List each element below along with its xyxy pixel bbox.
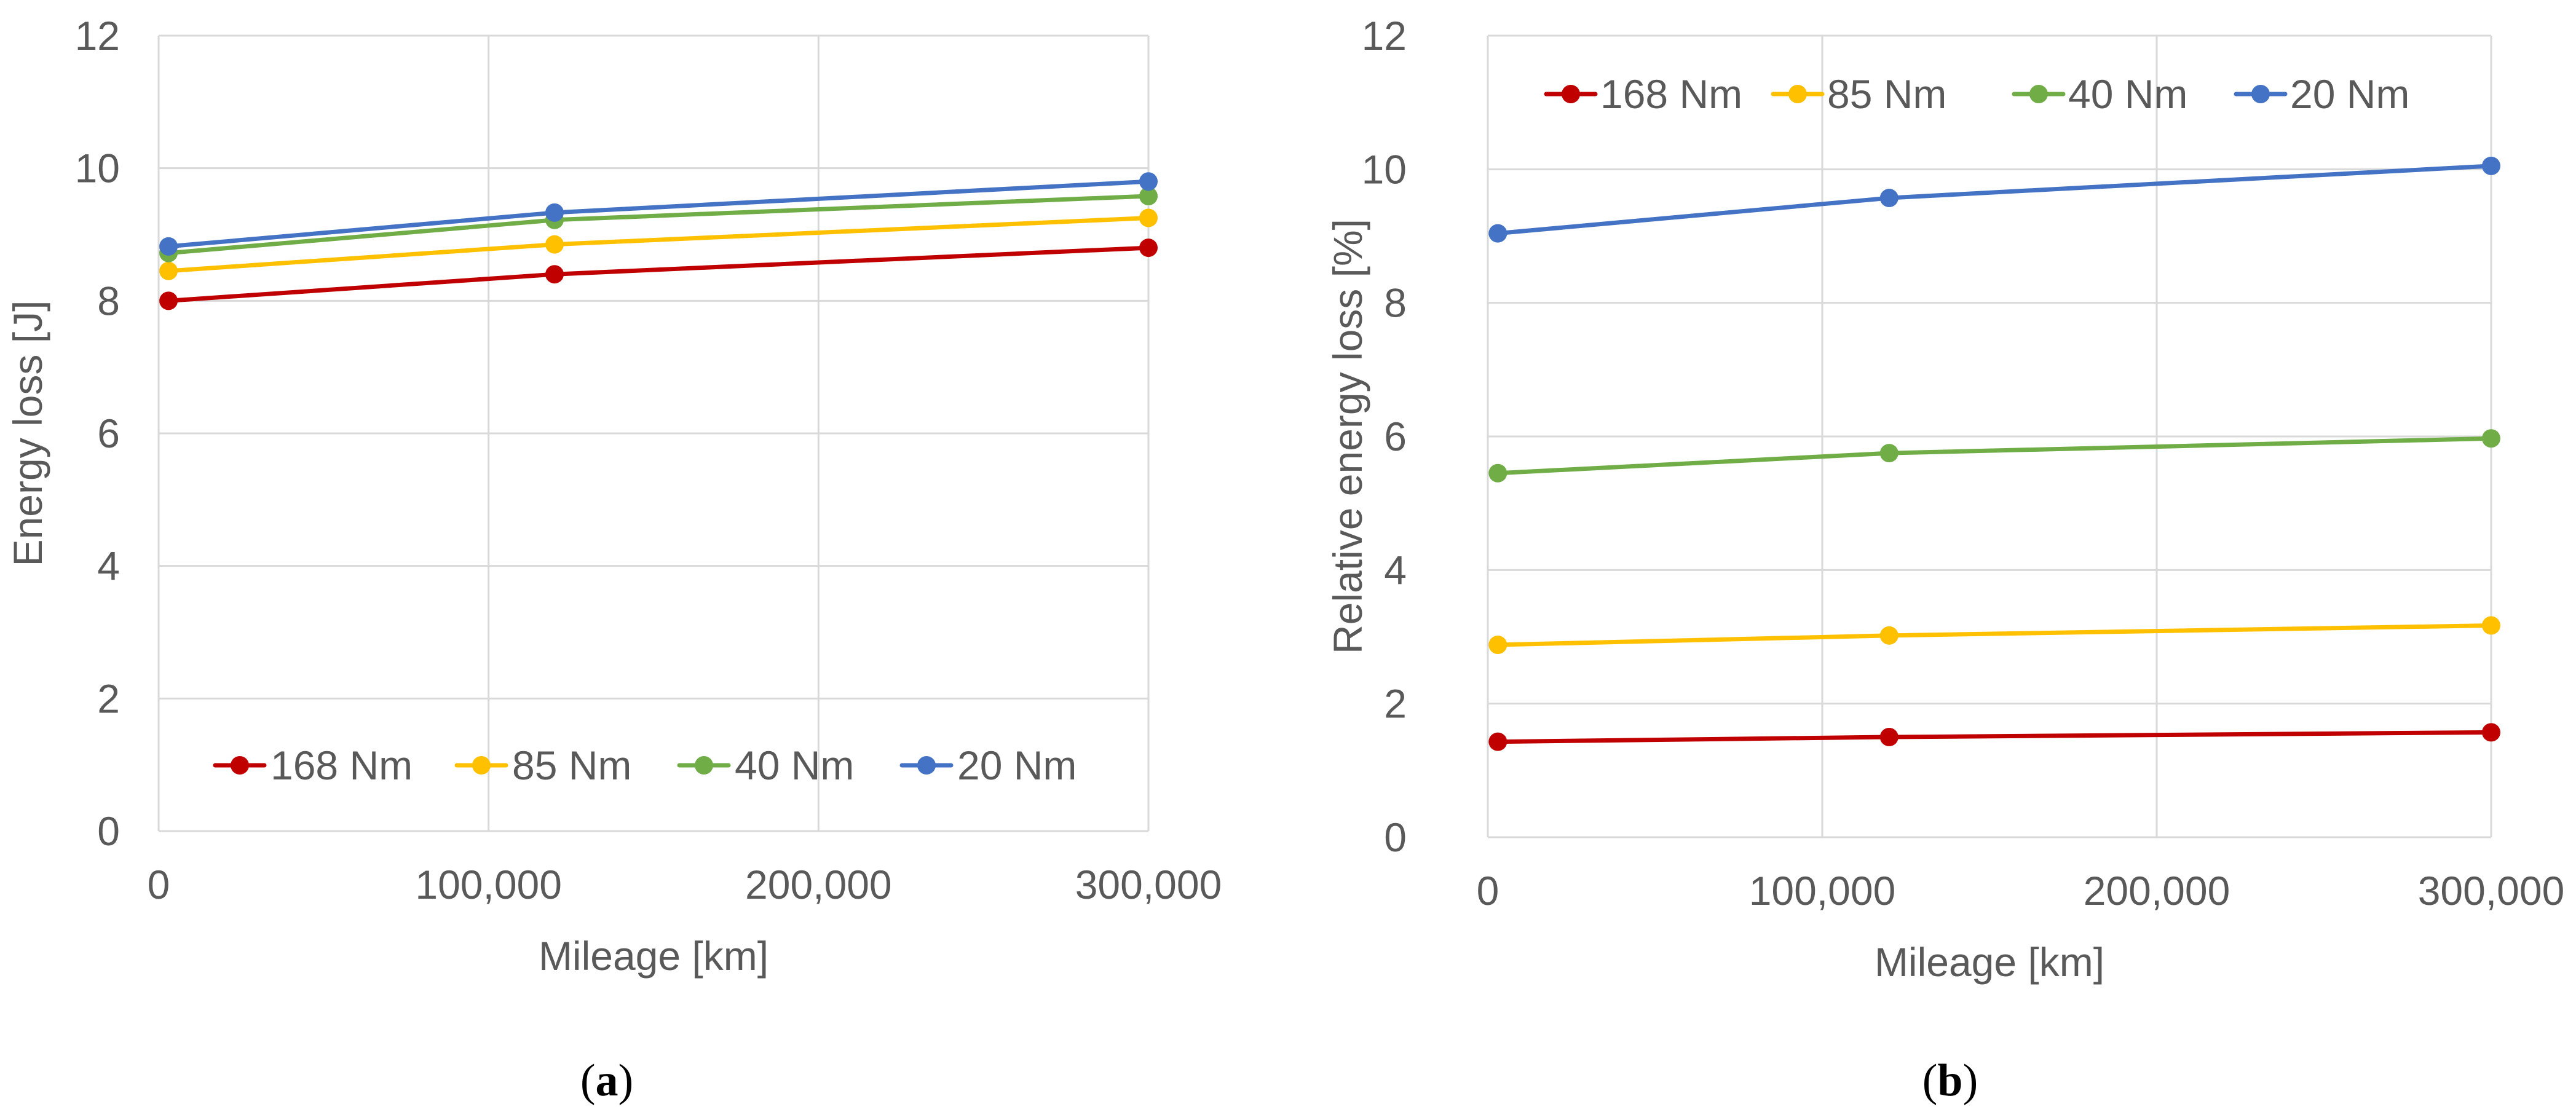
series-20-nm	[1488, 156, 2500, 243]
data-point-20-nm	[1488, 224, 1507, 243]
legend-label: 85 Nm	[512, 743, 631, 788]
y-axis-title: Energy loss [J]	[5, 301, 50, 567]
legend-label: 40 Nm	[735, 743, 854, 788]
chart-panel-b: 0 2 4 6 8 10 12 0 100,000 200,000 300,000 Mileage […	[1325, 13, 2564, 1106]
legend-item-20-nm: 20 Nm	[2234, 71, 2409, 117]
legend-item-85-nm: 85 Nm	[454, 743, 631, 788]
legend-item-168-nm: 168 Nm	[213, 743, 413, 788]
legend-item-85-nm: 85 Nm	[1771, 71, 1946, 117]
y-tick-label: 10	[75, 146, 120, 191]
legend-marker	[472, 756, 491, 775]
y-tick-label: 8	[1384, 280, 1407, 326]
data-point-20-nm	[545, 203, 564, 222]
y-tick-label: 2	[1384, 681, 1407, 727]
y-tick-label: 8	[97, 278, 120, 323]
series-40-nm	[1488, 429, 2500, 483]
legend-item-168-nm: 168 Nm	[1544, 71, 1742, 117]
data-point-40-nm	[1139, 186, 1158, 205]
data-point-20-nm	[159, 237, 178, 256]
x-tick-label: 200,000	[2084, 868, 2230, 913]
x-tick-label: 0	[1477, 868, 1499, 913]
data-point-168-nm	[1139, 239, 1158, 258]
legend-item-20-nm: 20 Nm	[899, 743, 1077, 788]
panel-label: (a)	[580, 1055, 633, 1106]
series-20-nm	[159, 172, 1158, 256]
x-axis-title: Mileage [km]	[539, 933, 768, 979]
data-point-20-nm	[1139, 172, 1158, 191]
data-point-40-nm	[1879, 444, 1898, 463]
data-point-20-nm	[1879, 189, 1898, 208]
panel-label-open-paren: (	[1922, 1055, 1938, 1106]
x-tick-label: 200,000	[745, 862, 892, 907]
data-point-40-nm	[2482, 429, 2500, 448]
y-tick-label: 4	[1384, 547, 1407, 593]
x-tick-label: 300,000	[1075, 862, 1222, 907]
panel-label-close-paren: )	[1963, 1055, 1978, 1106]
tick-labels: 0 2 4 6 8 10 12 0 100,000 200,000 300,000	[75, 13, 1222, 907]
legend-label: 40 Nm	[2068, 71, 2187, 117]
x-tick-label: 300,000	[2418, 868, 2565, 913]
gridlines	[157, 34, 1150, 832]
legend-label: 85 Nm	[1827, 71, 1946, 117]
y-tick-label: 12	[75, 13, 120, 58]
data-point-168-nm	[545, 265, 564, 284]
series-85-nm	[159, 208, 1158, 280]
data-point-85-nm	[1139, 208, 1158, 227]
tick-labels: 0 2 4 6 8 10 12 0 100,000 200,000 300,000	[1362, 13, 2565, 913]
y-axis-title: Relative energy loss [%]	[1325, 219, 1370, 654]
legend-item-40-nm: 40 Nm	[677, 743, 854, 788]
y-tick-label: 2	[97, 676, 120, 721]
data-point-85-nm	[1488, 636, 1507, 655]
legend: 168 Nm 85 Nm 40 Nm 20 Nm	[213, 743, 1077, 788]
legend-label: 20 Nm	[957, 743, 1077, 788]
data-point-168-nm	[1879, 728, 1898, 746]
panel-label-open-paren: (	[580, 1055, 596, 1106]
data-point-168-nm	[1488, 732, 1507, 751]
data-point-85-nm	[159, 261, 178, 280]
legend-label: 168 Nm	[1600, 71, 1742, 117]
data-point-85-nm	[2482, 616, 2500, 635]
x-tick-label: 100,000	[1749, 868, 1896, 913]
panel-label-close-paren: )	[618, 1055, 634, 1106]
x-tick-label: 0	[148, 862, 170, 907]
series-168-nm	[159, 239, 1158, 310]
legend-marker	[917, 756, 936, 775]
legend-item-40-nm: 40 Nm	[2012, 71, 2187, 117]
legend-marker	[1788, 85, 1807, 103]
y-tick-label: 10	[1362, 146, 1407, 192]
legend-marker	[231, 756, 249, 775]
y-tick-label: 0	[97, 808, 120, 854]
legend-marker	[1562, 85, 1580, 103]
panel-label-letter: b	[1937, 1055, 1962, 1106]
legend: 168 Nm 85 Nm 40 Nm 20 Nm	[1544, 71, 2409, 117]
x-tick-label: 100,000	[415, 862, 562, 907]
y-tick-label: 4	[97, 543, 120, 589]
data-point-85-nm	[1879, 626, 1898, 645]
y-tick-label: 0	[1384, 814, 1407, 860]
legend-marker	[2029, 85, 2048, 103]
y-tick-label: 12	[1362, 13, 1407, 58]
legend-label: 168 Nm	[271, 743, 413, 788]
y-tick-label: 6	[1384, 414, 1407, 459]
data-point-168-nm	[2482, 723, 2500, 742]
panel-label-letter: a	[596, 1055, 618, 1106]
legend-label: 20 Nm	[2290, 71, 2409, 117]
chart-panel-a: 0 2 4 6 8 10 12 0 100,000 200,000 300,000 Mileage […	[5, 13, 1222, 1106]
legend-marker	[2251, 85, 2270, 103]
y-tick-label: 6	[97, 411, 120, 456]
series-168-nm	[1488, 723, 2500, 751]
panel-label: (b)	[1922, 1055, 1978, 1106]
data-point-40-nm	[1488, 463, 1507, 483]
x-axis-title: Mileage [km]	[1875, 939, 2104, 985]
legend-marker	[695, 756, 713, 775]
data-point-85-nm	[545, 235, 564, 254]
data-point-168-nm	[159, 291, 178, 310]
data-point-20-nm	[2482, 156, 2500, 175]
series-85-nm	[1488, 616, 2500, 655]
